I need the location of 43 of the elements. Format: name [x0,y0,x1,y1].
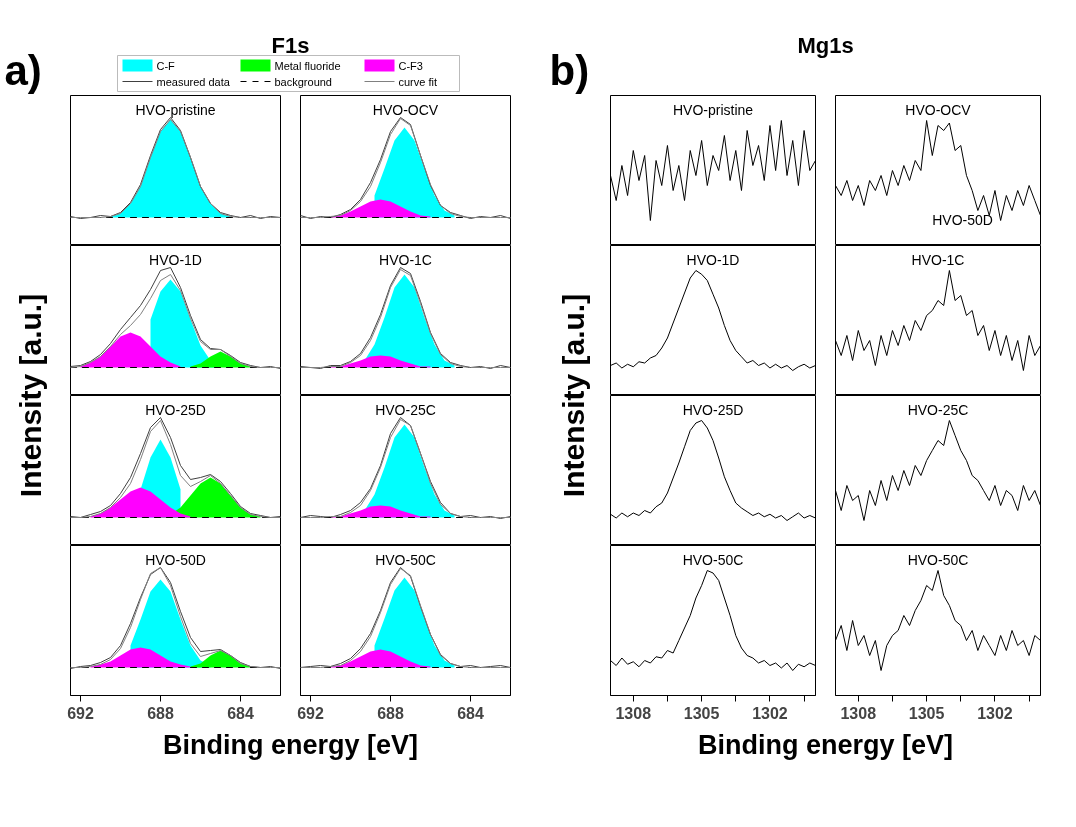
legend-label: curve fit [398,75,438,88]
legend-label: measured data [156,75,231,88]
chart-title: F1s [271,33,310,58]
text: b) [549,47,590,94]
chart-subtitle: HVO-1C [911,251,965,268]
chart-subtitle: HVO-1D [149,251,202,268]
x-tick-label: 688 [147,704,174,722]
x-tick-label: 692 [67,704,94,722]
x-tick-label: 1305 [908,704,945,722]
chart-subtitle: HVO-pristine [135,101,216,118]
x-tick-label: 692 [297,704,324,722]
x-tick-label: 1308 [615,704,652,722]
chart-subtitle: HVO-50C [682,551,744,568]
x-tick-label: 1305 [683,704,720,722]
legend-label: Metal fluoride [274,59,341,72]
y-axis-title: Intensity [a.u.] [14,293,47,498]
x-tick-label: 684 [227,704,254,722]
chart-subtitle: HVO-25D [145,401,206,418]
chart-subtitle: HVO-50D [145,551,206,568]
chart-subtitle: HVO-25D [682,401,744,418]
text: a) [4,47,42,94]
x-tick-label: 684 [457,704,484,722]
x-tick-label: 1302 [752,704,788,722]
x-tick-label: 1302 [977,704,1013,722]
chart-title: Mg1s [797,33,854,58]
chart-subtitle: HVO-1D [686,251,740,268]
legend-label: background [274,75,332,88]
legend-label: C-F [156,59,176,72]
legend-label: C-F3 [398,59,423,72]
x-tick-label: 1308 [840,704,877,722]
chart-subtitle: HVO-25C [375,401,436,418]
x-tick-label: 688 [377,704,404,722]
chart-subtitle: HVO-50C [907,551,969,568]
chart-subtitle: HVO-50C [375,551,436,568]
x-axis-title: Binding energy [eV] [697,729,954,760]
annotation: HVO-50D [932,211,993,228]
chart-subtitle: HVO-OCV [372,101,439,118]
x-axis-title: Binding energy [eV] [162,729,419,760]
chart-subtitle: HVO-OCV [905,101,972,118]
chart-subtitle: HVO-pristine [672,101,754,118]
chart-subtitle: HVO-1C [379,251,432,268]
chart-subtitle: HVO-25C [907,401,969,418]
y-axis-title: Intensity [a.u.] [556,293,590,498]
